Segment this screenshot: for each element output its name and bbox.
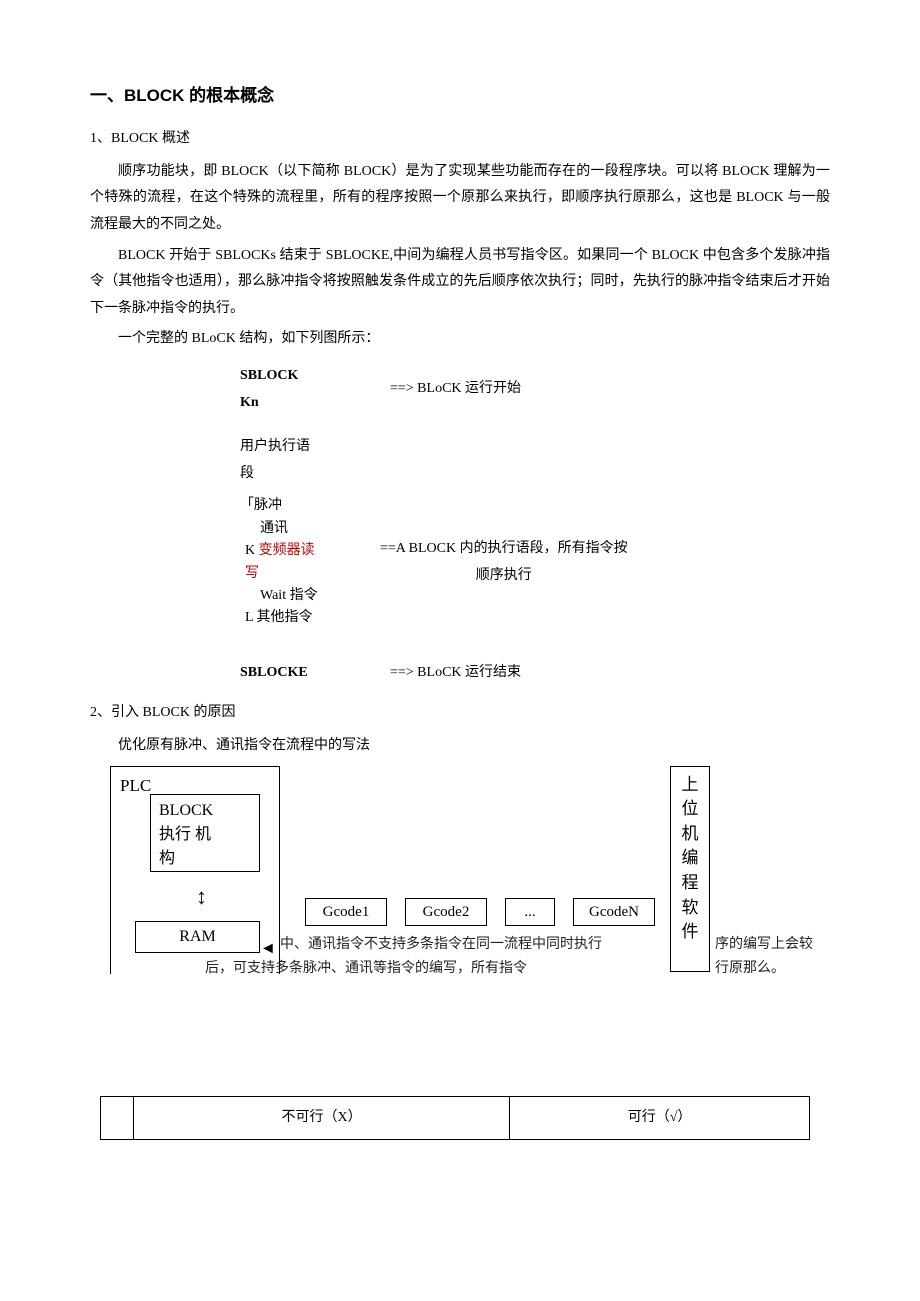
block-exec-l2: 执行 机 (159, 823, 251, 847)
host-l2: 位 (671, 797, 709, 822)
section-1-p1: 顺序功能块，即 BLOCK（以下简称 BLOCK）是为了实现某些功能而存在的一段… (90, 159, 830, 239)
struct-comm: 通讯 (90, 518, 320, 540)
section-2-p1: 优化原有脉冲、通讯指令在流程中的写法 (90, 733, 830, 760)
gcode-dots: ... (505, 898, 555, 926)
overlay-text-1: 中、通讯指令不支持多条指令在同一流程中同时执行 (280, 932, 602, 959)
struct-exec-desc-2: 顺序执行 (380, 563, 628, 590)
table-feasible: 可行（√） (510, 1096, 810, 1140)
struct-k-label: K (245, 543, 259, 558)
section-1-heading: 1、BLOCK 概述 (90, 126, 830, 153)
host-l6: 软 (671, 896, 709, 921)
block-exec-l1: BLOCK (159, 799, 251, 823)
section-1-p3: 一个完整的 BLoCK 结构，如下列图所示： (90, 326, 830, 353)
table-not-feasible: 不可行（X） (134, 1096, 510, 1140)
overlay-text-2: 序的编写上会较 (715, 932, 813, 959)
struct-user-segment: 用户执行语段 (90, 434, 320, 487)
updown-arrow-icon: ↕ (196, 876, 207, 918)
host-l7: 件 (671, 920, 709, 945)
struct-wait: Wait 指令 (90, 585, 320, 607)
host-l4: 编 (671, 846, 709, 871)
struct-sblocke: SBLOCKE (90, 660, 320, 687)
host-l1: 上 (671, 773, 709, 798)
feasibility-table: 不可行（X） 可行（√） (100, 1096, 810, 1141)
gcode-2: Gcode2 (405, 898, 487, 926)
block-exec-box: BLOCK 执行 机 构 (150, 794, 260, 872)
section-1-p2: BLOCK 开始于 SBLOCKs 结束于 SBLOCKE,中间为编程人员书写指… (90, 243, 830, 323)
plc-diagram: PLC BLOCK 执行 机 构 ↕ RAM ◄ Gcode1 Gcode2 .… (90, 766, 830, 986)
struct-run-end: ==> BLoCK 运行结束 (320, 660, 521, 687)
struct-exec-desc-1: ==A BLOCK 内的执行语段，所有指令按 (380, 536, 628, 563)
host-software-box: 上 位 机 编 程 软 件 (670, 766, 710, 972)
host-l5: 程 (671, 871, 709, 896)
ram-box: RAM (135, 921, 260, 953)
block-structure-diagram: SBLOCK Kn ==> BLoCK 运行开始 用户执行语段 「脉冲 通讯 K… (90, 363, 830, 686)
table-empty-cell (101, 1096, 134, 1140)
overlay-text-3: 后，可支持多条脉冲、通讯等指令的编写，所有指令 (205, 956, 527, 983)
table-row: 不可行（X） 可行（√） (101, 1096, 810, 1140)
gcode-1: Gcode1 (305, 898, 387, 926)
block-exec-l3: 构 (159, 847, 251, 871)
struct-run-start: ==> BLoCK 运行开始 (320, 376, 521, 403)
overlay-text-4: 行原那么。 (715, 956, 785, 983)
struct-other: L 其他指令 (90, 607, 320, 629)
struct-pulse: 「脉冲 (90, 495, 320, 517)
struct-sblock-kn: SBLOCK Kn (90, 363, 320, 416)
page-title: 一、BLOCK 的根本概念 (90, 80, 830, 112)
plc-label: PLC (120, 770, 151, 802)
section-2-heading: 2、引入 BLOCK 的原因 (90, 700, 830, 727)
gcode-n: GcodeN (573, 898, 655, 926)
host-l3: 机 (671, 822, 709, 847)
